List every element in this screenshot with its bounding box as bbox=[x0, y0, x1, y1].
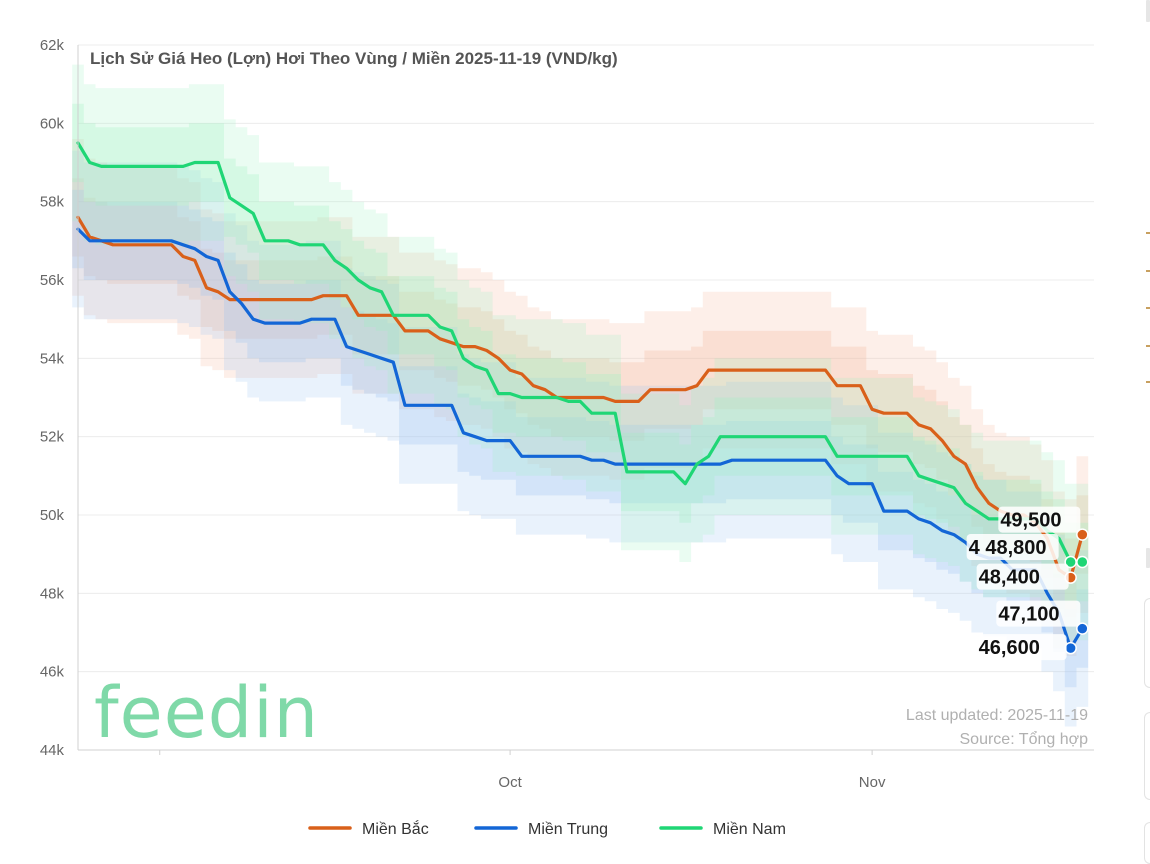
side-panel-mark bbox=[1146, 548, 1150, 568]
data-label-bg bbox=[996, 600, 1081, 627]
price-history-chart: 62k 60k 58k 56k 54k 52k 50k 48k 46k 44k Oct Nov Lị… bbox=[40, 37, 1094, 838]
side-panel-card[interactable] bbox=[1144, 598, 1150, 688]
y-tick-label: 58k bbox=[40, 194, 65, 211]
legend-label: Miền Trung bbox=[528, 821, 608, 838]
series-point[interactable] bbox=[1076, 622, 1089, 635]
feedin-logo-text: feedin bbox=[94, 672, 319, 754]
price-band-1 bbox=[72, 189, 1089, 688]
data-label-bg bbox=[976, 634, 1067, 661]
y-tick-label: 54k bbox=[40, 350, 65, 367]
price-band-2 bbox=[72, 103, 1089, 602]
last-updated-text: Last updated: 2025-11-19 bbox=[906, 707, 1088, 724]
legend-label: Miền Bắc bbox=[362, 819, 429, 838]
series-point[interactable] bbox=[1064, 641, 1077, 655]
x-axis-tick-labels: Oct Nov bbox=[498, 774, 886, 791]
side-panel-bullet bbox=[1146, 381, 1150, 383]
y-tick-label: 44k bbox=[40, 742, 65, 759]
data-label: 48,400 bbox=[979, 567, 1040, 589]
x-tick-label: Oct bbox=[498, 774, 522, 791]
side-panel-bullet bbox=[1146, 307, 1150, 309]
data-labels: 49,500 4 48,800 48,400 47,100 46,600 bbox=[966, 506, 1081, 661]
series-line-0[interactable] bbox=[76, 215, 1073, 580]
side-panel-card[interactable] bbox=[1144, 712, 1150, 800]
x-tick-label: Nov bbox=[859, 774, 886, 791]
series-point[interactable] bbox=[1076, 528, 1089, 541]
y-axis-tick-labels: 62k 60k 58k 56k 54k 52k 50k 48k 46k 44k bbox=[40, 37, 65, 759]
side-panel-bullet bbox=[1146, 232, 1150, 234]
data-label-bg bbox=[998, 506, 1081, 533]
series-point[interactable] bbox=[1076, 555, 1089, 569]
series-last-segment-0[interactable] bbox=[1069, 532, 1084, 580]
series-line-1[interactable] bbox=[76, 227, 1073, 650]
price-band-2 bbox=[72, 64, 1089, 641]
y-tick-label: 46k bbox=[40, 664, 65, 681]
y-tick-label: 48k bbox=[40, 585, 65, 602]
feedin-logo: feedin bbox=[94, 672, 319, 754]
side-panel-bullet bbox=[1146, 270, 1150, 272]
price-range-bands bbox=[72, 64, 1089, 727]
side-panel-edge bbox=[1140, 0, 1150, 864]
data-label: 46,600 bbox=[979, 637, 1040, 659]
chart-legend: Miền Bắc Miền Trung Miền Nam bbox=[308, 819, 786, 838]
axes bbox=[77, 45, 1094, 755]
legend-label: Miền Nam bbox=[713, 821, 786, 838]
data-label-bg bbox=[966, 534, 1059, 560]
side-panel-bullet bbox=[1146, 345, 1150, 347]
chart-canvas: 62k 60k 58k 56k 54k 52k 50k 48k 46k 44k Oct Nov Lị… bbox=[40, 37, 1094, 838]
y-tick-label: 60k bbox=[40, 115, 65, 132]
legend-item-0[interactable]: Miền Bắc bbox=[308, 819, 429, 838]
data-label-bg bbox=[976, 563, 1069, 590]
y-tick-label: 52k bbox=[40, 429, 65, 446]
side-panel-card[interactable] bbox=[1144, 822, 1150, 864]
y-tick-label: 56k bbox=[40, 272, 65, 289]
source-text: Source: Tổng hợp bbox=[960, 730, 1089, 748]
data-label: 49,500 bbox=[1000, 510, 1061, 532]
data-label: 4 48,800 bbox=[969, 537, 1047, 559]
side-panel-mark bbox=[1146, 0, 1150, 22]
y-tick-label: 50k bbox=[40, 507, 65, 524]
series-line-2[interactable] bbox=[76, 141, 1073, 564]
legend-item-1[interactable]: Miền Trung bbox=[474, 821, 608, 838]
legend-item-2[interactable]: Miền Nam bbox=[659, 821, 786, 838]
y-tick-label: 62k bbox=[40, 37, 65, 54]
data-label: 47,100 bbox=[998, 604, 1059, 626]
chart-title: Lịch Sử Giá Heo (Lợn) Hơi Theo Vùng / Mi… bbox=[90, 49, 618, 68]
